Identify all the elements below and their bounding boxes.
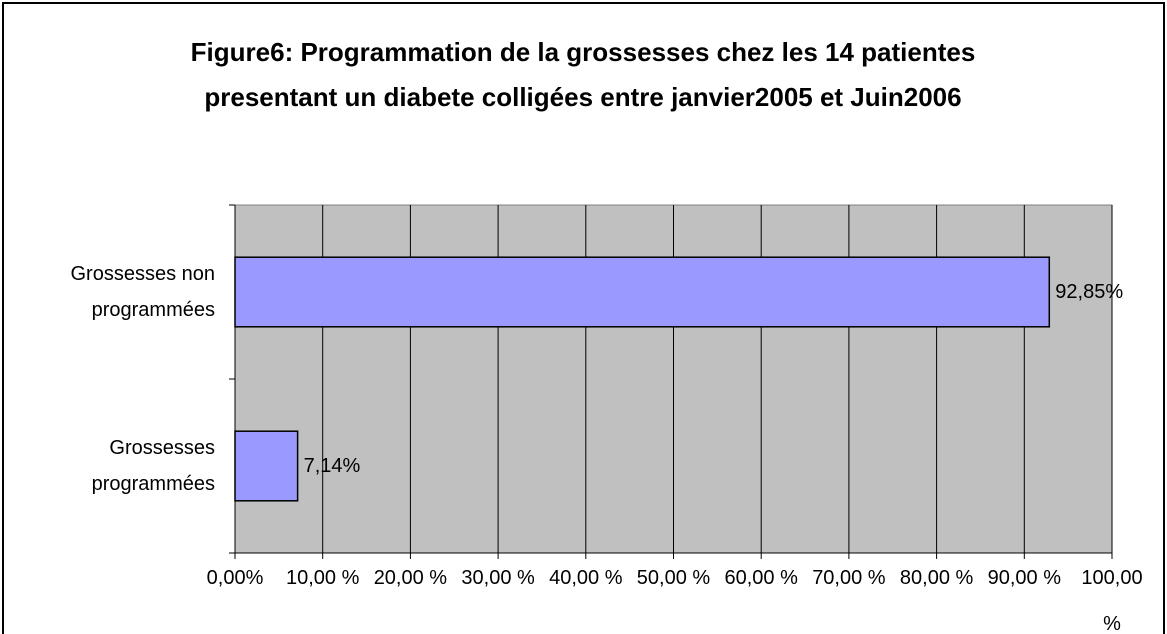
x-tick-label: 60,00 % [724,567,798,589]
x-tick-label: 20,00 % [373,567,448,589]
x-tick-label: 100,00 % [1081,567,1143,634]
x-tick-label: 40,00 % [549,567,623,589]
x-tick-label: 80,00 % [899,567,974,589]
x-tick-label: 30,00 % [461,567,535,589]
bar [234,256,1051,328]
y-tick-label: Grossesses programmées [91,437,215,495]
value-label: 7,14% [303,455,361,477]
chart-title: Figure6: Programmation de la grossesses … [190,37,976,112]
x-tick-label: 50,00 % [636,567,711,589]
y-tick-label: Grossesses non programmées [70,263,215,321]
x-tick-label: 90,00 % [987,567,1061,589]
x-tick-label: 0,00% [206,567,264,589]
value-label: 92,85% [1055,281,1124,303]
x-tick-label: 10,00 % [285,567,360,589]
x-tick-label: 70,00 % [812,567,886,589]
bar [234,430,299,502]
